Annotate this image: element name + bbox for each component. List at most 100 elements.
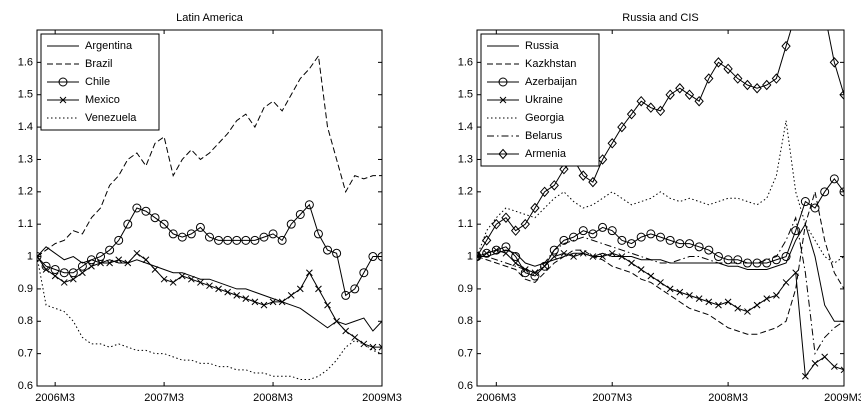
x-tick-label: 2007M3 — [592, 392, 632, 404]
marker — [840, 366, 844, 374]
marker — [637, 266, 645, 273]
marker — [829, 174, 839, 184]
y-tick-label: 0.7 — [458, 348, 473, 360]
marker — [723, 63, 733, 75]
marker — [278, 298, 286, 306]
marker — [733, 73, 743, 84]
y-tick-label: 0.6 — [458, 380, 473, 392]
marker — [694, 242, 704, 252]
marker — [259, 232, 269, 242]
marker — [646, 102, 656, 113]
marker — [810, 203, 820, 213]
marker — [655, 105, 666, 117]
marker — [333, 317, 340, 325]
marker — [132, 203, 142, 213]
marker — [839, 89, 844, 100]
marker — [187, 275, 195, 283]
series-line — [477, 120, 844, 264]
marker — [251, 298, 259, 306]
y-tick-label: 0.6 — [18, 380, 33, 392]
marker — [350, 284, 360, 294]
marker — [481, 235, 492, 246]
marker — [715, 301, 722, 309]
y-tick-label: 1.6 — [458, 56, 473, 68]
marker — [781, 40, 791, 52]
y-tick-label: 1.1 — [18, 218, 33, 230]
marker — [520, 218, 530, 230]
y-tick-label: 0.8 — [18, 315, 33, 327]
plot-area — [477, 9, 844, 380]
marker — [530, 271, 540, 281]
y-tick-label: 1 — [27, 250, 33, 262]
legend-label: Russia — [525, 40, 560, 52]
marker — [762, 258, 772, 268]
marker — [304, 200, 314, 210]
marker — [287, 292, 295, 299]
marker — [215, 285, 222, 293]
marker — [177, 232, 187, 242]
marker — [224, 288, 232, 296]
x-tick-label: 2006M3 — [35, 392, 75, 404]
y-tick-label: 1.6 — [18, 56, 33, 68]
marker — [223, 235, 233, 245]
y-tick-label: 1.4 — [18, 121, 33, 133]
marker — [483, 249, 491, 257]
marker — [695, 295, 703, 302]
marker — [665, 89, 675, 100]
marker — [802, 372, 809, 380]
marker — [734, 304, 742, 312]
marker — [250, 235, 260, 245]
marker — [705, 298, 713, 306]
legend-label: Armenia — [525, 148, 567, 160]
marker — [800, 197, 810, 207]
marker — [704, 245, 714, 255]
marker — [559, 235, 569, 245]
y-tick-label: 1.2 — [458, 186, 473, 198]
y-tick-label: 1 — [467, 250, 473, 262]
marker — [771, 73, 782, 84]
marker — [491, 245, 501, 255]
marker — [597, 154, 608, 165]
legend-label: Mexico — [85, 94, 120, 106]
marker — [295, 209, 305, 219]
marker — [501, 212, 511, 223]
marker — [69, 275, 77, 283]
marker — [306, 269, 313, 277]
marker — [315, 285, 322, 293]
marker — [579, 249, 587, 257]
marker — [713, 57, 724, 68]
marker — [232, 235, 242, 245]
legend: Argentina Brazil Chile Mexico Venezuela — [40, 33, 160, 131]
marker — [829, 57, 840, 68]
marker — [205, 232, 214, 242]
y-tick-label: 1.2 — [18, 186, 33, 198]
marker — [578, 226, 588, 236]
marker — [821, 353, 829, 361]
marker — [498, 77, 508, 87]
marker — [588, 176, 598, 188]
marker — [781, 252, 791, 262]
marker — [549, 180, 559, 191]
marker — [151, 266, 159, 273]
marker — [492, 246, 500, 254]
x-tick-label: 2009M3 — [824, 392, 861, 404]
legend-label: Chile — [85, 76, 110, 88]
marker — [752, 258, 762, 268]
y-tick-label: 1.4 — [458, 121, 473, 133]
marker — [647, 272, 655, 280]
legend-label: Venezuela — [85, 112, 137, 124]
marker — [559, 163, 569, 175]
chart-title: Russia and CIS — [622, 12, 698, 24]
marker — [811, 359, 819, 367]
marker — [821, 9, 829, 18]
marker — [511, 252, 521, 262]
marker — [195, 222, 205, 232]
marker — [260, 301, 268, 309]
series-line — [37, 252, 382, 348]
marker — [114, 235, 124, 245]
marker — [704, 73, 714, 84]
marker — [105, 245, 115, 255]
marker — [512, 259, 519, 267]
marker — [79, 269, 86, 277]
marker — [627, 239, 637, 249]
